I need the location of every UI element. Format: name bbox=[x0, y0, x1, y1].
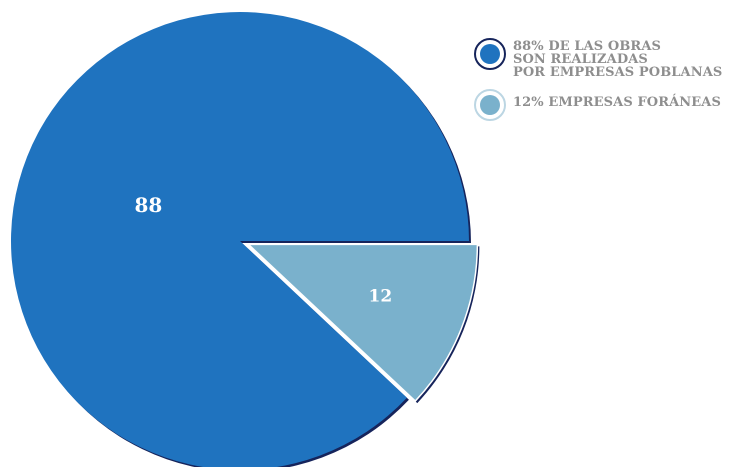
legend-line: 88% DE LAS OBRAS bbox=[513, 39, 662, 54]
pie-slice-88 bbox=[11, 12, 469, 467]
legend-swatch-icon bbox=[474, 38, 506, 70]
legend-line: 12% EMPRESAS FORÁNEAS bbox=[513, 95, 721, 110]
legend-swatch-icon bbox=[474, 89, 506, 121]
slice-data-label: 12 bbox=[369, 287, 393, 307]
legend-item-empresas-foraneas: 12% EMPRESAS FORÁNEAS bbox=[474, 89, 744, 121]
legend-label: 88% DE LAS OBRAS SON REALIZADAS POR EMPR… bbox=[513, 38, 722, 79]
legend-item-empresas-poblanas: 88% DE LAS OBRAS SON REALIZADAS POR EMPR… bbox=[474, 38, 744, 79]
legend-label: 12% EMPRESAS FORÁNEAS bbox=[513, 89, 721, 109]
slice-data-label: 88 bbox=[135, 193, 163, 217]
pie-slice-12 bbox=[246, 243, 479, 403]
legend-line: POR EMPRESAS POBLANAS bbox=[513, 65, 723, 80]
legend-line: SON REALIZADAS bbox=[513, 52, 648, 67]
chart-legend: 88% DE LAS OBRAS SON REALIZADAS POR EMPR… bbox=[474, 38, 744, 121]
